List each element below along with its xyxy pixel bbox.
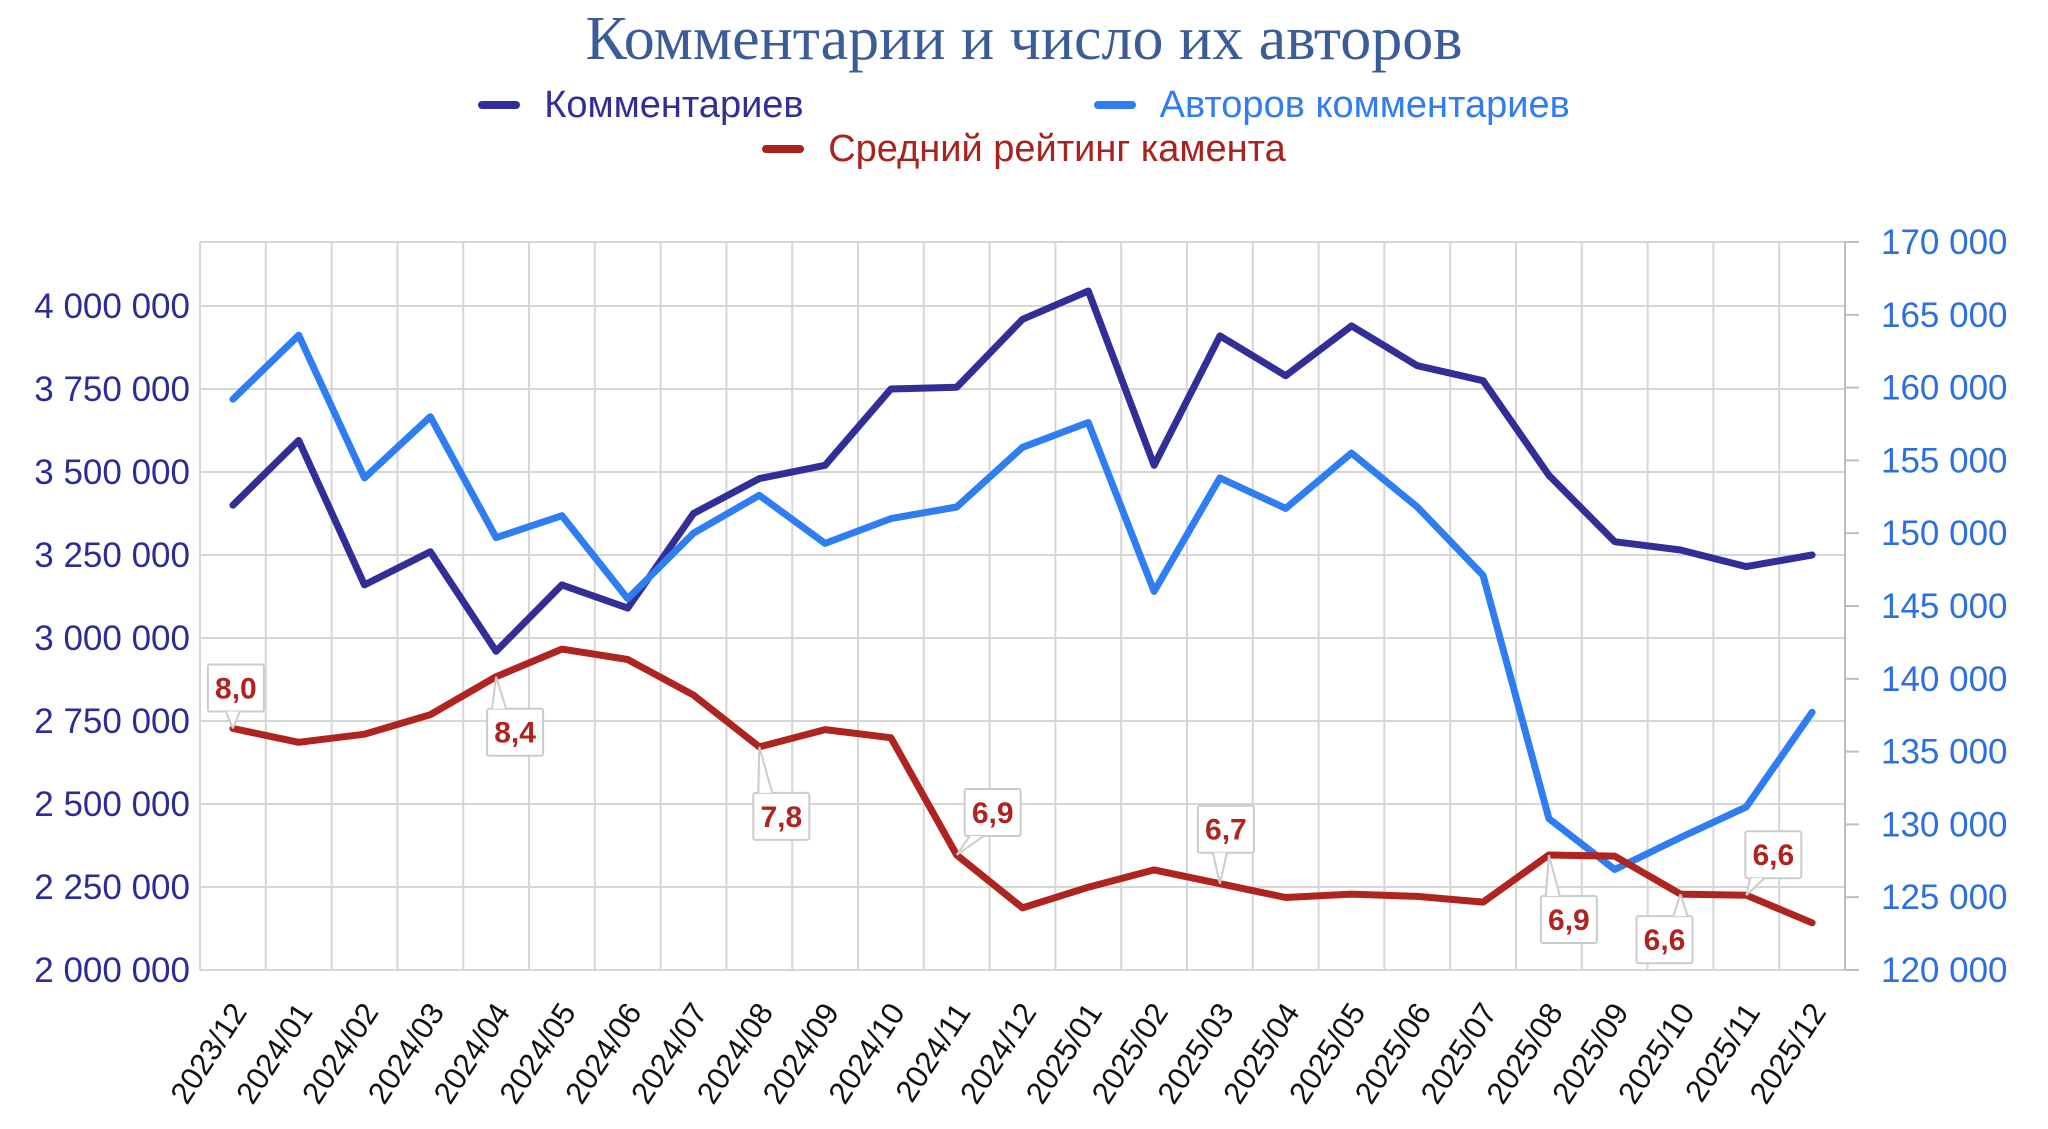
svg-text:170 000: 170 000 bbox=[1881, 223, 2008, 262]
legend-swatch-authors-icon bbox=[1093, 101, 1136, 109]
svg-text:165 000: 165 000 bbox=[1881, 296, 2008, 335]
legend-row-1: Комментариев Авторов комментариев bbox=[478, 84, 1570, 126]
svg-text:3 250 000: 3 250 000 bbox=[34, 536, 190, 575]
right-axis: 170 000 165 000 160 000 155 000 150 000 145 0… bbox=[1844, 223, 2008, 990]
svg-text:160 000: 160 000 bbox=[1881, 369, 2008, 408]
left-axis-labels: 4 000 000 3 750 000 3 500 000 3 250 000 3 00… bbox=[34, 287, 190, 990]
legend-item-authors: Авторов комментариев bbox=[1093, 83, 1570, 127]
svg-text:6,9: 6,9 bbox=[972, 797, 1014, 830]
svg-text:2 500 000: 2 500 000 bbox=[34, 785, 190, 824]
legend-label-rating: Средний рейтинг камента bbox=[828, 127, 1286, 170]
svg-text:150 000: 150 000 bbox=[1881, 514, 2008, 553]
legend-label-comments: Комментариев bbox=[544, 83, 804, 126]
svg-text:2 750 000: 2 750 000 bbox=[34, 702, 190, 741]
svg-text:2 250 000: 2 250 000 bbox=[34, 868, 190, 907]
series-line-0 bbox=[229, 287, 1816, 655]
svg-text:130 000: 130 000 bbox=[1881, 805, 2008, 844]
svg-text:155 000: 155 000 bbox=[1881, 441, 2008, 480]
gridlines bbox=[199, 241, 1846, 971]
svg-text:3 000 000: 3 000 000 bbox=[34, 619, 190, 658]
svg-text:8,0: 8,0 bbox=[215, 672, 257, 705]
series-line-2 bbox=[229, 645, 1816, 927]
x-axis-labels: 2023/122024/012024/022024/032024/042024/… bbox=[163, 997, 1833, 1110]
legend-swatch-comments-icon bbox=[478, 101, 521, 109]
svg-text:6,6: 6,6 bbox=[1752, 839, 1794, 872]
svg-text:3 750 000: 3 750 000 bbox=[34, 370, 190, 409]
svg-text:120 000: 120 000 bbox=[1881, 951, 2008, 990]
svg-text:125 000: 125 000 bbox=[1881, 878, 2008, 917]
legend-swatch-rating-icon bbox=[762, 145, 805, 153]
callouts: 8,0 8,4 7,8 6,9 6,7 6,9 6,6 6,6 bbox=[206, 663, 1803, 965]
svg-text:140 000: 140 000 bbox=[1881, 660, 2008, 699]
legend-label-authors: Авторов комментариев bbox=[1159, 83, 1570, 126]
svg-text:7,8: 7,8 bbox=[760, 801, 802, 834]
svg-text:135 000: 135 000 bbox=[1881, 733, 2008, 772]
legend: Комментариев Авторов комментариев Средни… bbox=[0, 84, 2048, 170]
svg-text:4 000 000: 4 000 000 bbox=[34, 287, 190, 326]
series-line-1 bbox=[229, 331, 1816, 873]
legend-item-comments: Комментариев bbox=[478, 83, 804, 127]
legend-row-2: Средний рейтинг камента bbox=[762, 128, 1286, 170]
svg-text:145 000: 145 000 bbox=[1881, 587, 2008, 626]
svg-text:6,7: 6,7 bbox=[1205, 814, 1247, 847]
svg-text:6,9: 6,9 bbox=[1548, 904, 1590, 937]
svg-text:3 500 000: 3 500 000 bbox=[34, 453, 190, 492]
svg-text:6,6: 6,6 bbox=[1644, 924, 1686, 957]
svg-text:2 000 000: 2 000 000 bbox=[34, 951, 190, 990]
chart-title: Комментарии и число их авторов bbox=[585, 5, 1463, 73]
svg-text:8,4: 8,4 bbox=[494, 717, 536, 750]
legend-item-rating: Средний рейтинг камента bbox=[762, 128, 1286, 171]
